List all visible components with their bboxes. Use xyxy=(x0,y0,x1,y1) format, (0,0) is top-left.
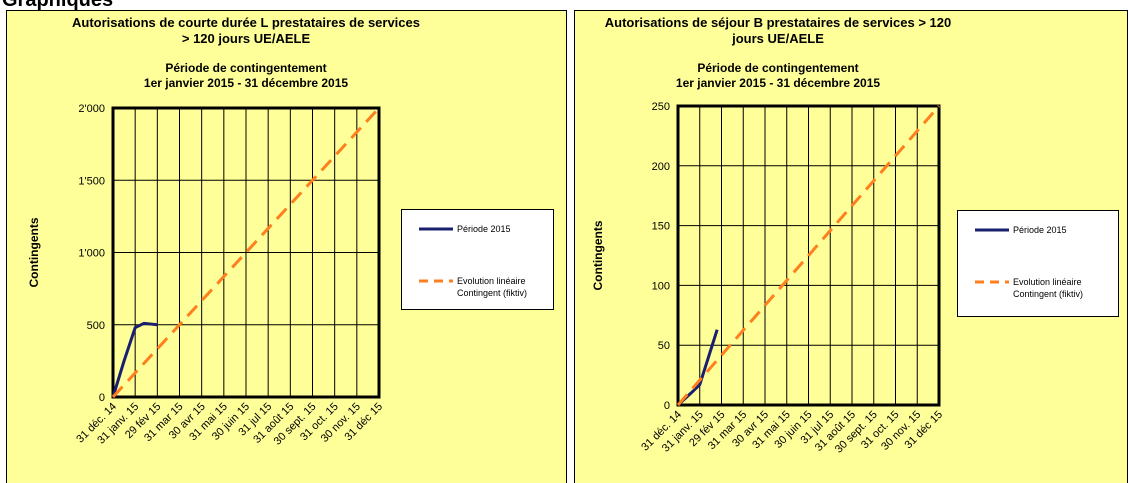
y-tick-label: 100 xyxy=(652,280,670,292)
y-tick-label: 1'000 xyxy=(78,248,105,260)
y-tick-label: 2'000 xyxy=(78,103,105,115)
y-tick-label: 200 xyxy=(652,161,670,173)
y-tick-label: 0 xyxy=(99,392,105,404)
legend-label: Evolution linéaire Contingent (fiktiv) xyxy=(457,276,528,298)
chart-title: > 120 jours UE/AELE xyxy=(182,31,311,46)
plot-frame xyxy=(676,104,941,407)
y-axis-label: Contingents xyxy=(27,217,41,287)
y-tick-label: 250 xyxy=(652,101,670,113)
chart-title: Autorisations de séjour B prestataires d… xyxy=(605,15,951,30)
legend-box xyxy=(401,209,554,310)
y-tick-label: 500 xyxy=(87,320,105,332)
plot-frame xyxy=(111,106,381,399)
heading: Graphiques xyxy=(2,0,113,11)
legend-label: Période 2015 xyxy=(457,224,511,234)
chart-title: jours UE/AELE xyxy=(731,31,824,46)
y-tick-label: 0 xyxy=(664,400,670,412)
chart-subtitle: 1er janvier 2015 - 31 décembre 2015 xyxy=(144,76,348,90)
chart-subtitle: Période de contingentement xyxy=(165,61,326,75)
legend-label: Evolution linéaire Contingent (fiktiv) xyxy=(1013,277,1084,299)
chart-title: Autorisations de courte durée L prestata… xyxy=(72,15,420,30)
series-line xyxy=(676,105,941,406)
legend-label: Période 2015 xyxy=(1013,225,1067,235)
y-tick-label: 1'500 xyxy=(78,175,105,187)
series-line xyxy=(111,321,158,398)
y-axis-label: Contingents xyxy=(591,220,605,290)
y-tick-label: 50 xyxy=(658,340,670,352)
y-tick-label: 150 xyxy=(652,221,670,233)
legend-box xyxy=(957,210,1119,317)
chart-subtitle: Période de contingentement xyxy=(697,61,858,75)
chart-subtitle: 1er janvier 2015 - 31 décembre 2015 xyxy=(676,76,880,90)
